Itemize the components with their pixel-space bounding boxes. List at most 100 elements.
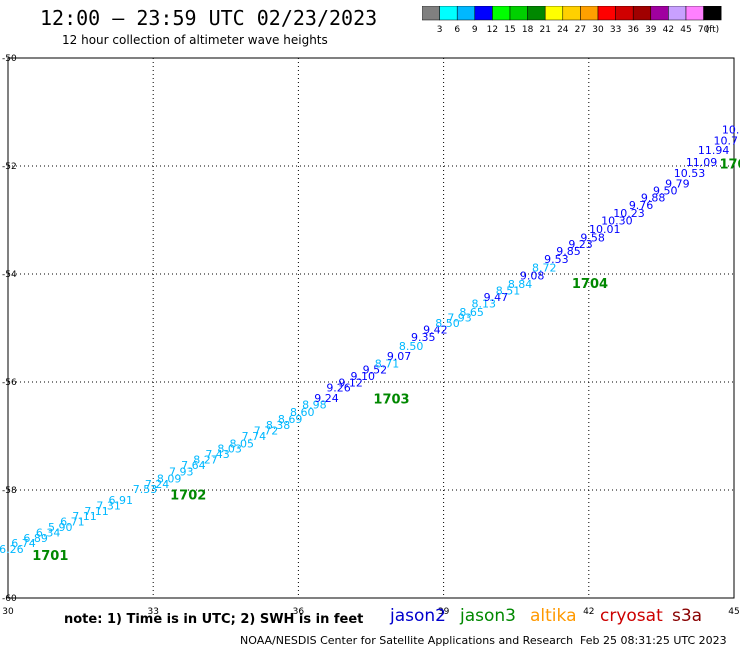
colorbar-label: 42 — [663, 25, 674, 35]
wave-height-label: 9.50 — [653, 185, 678, 198]
map-title: 12:00 – 23:59 UTC 02/23/2023 — [40, 6, 378, 30]
plot-frame — [7, 57, 735, 599]
wave-height-label: 9.35 — [411, 331, 436, 344]
wave-height-label: 8.27 — [193, 454, 218, 467]
wave-height-label: 9.58 — [580, 232, 605, 245]
pass-time-label: 1701 — [32, 549, 68, 564]
x-tick-label: 42 — [583, 607, 594, 617]
wave-height-label: 6.91 — [109, 494, 134, 507]
x-tick-label: 33 — [147, 607, 158, 617]
wave-height-label: 7.93 — [447, 312, 472, 325]
x-tick-label: 30 — [2, 607, 14, 617]
wave-height-label: 8.50 — [399, 340, 424, 353]
wave-height-label: 6.34 — [36, 526, 61, 539]
wave-height-label: 9.12 — [338, 376, 363, 389]
y-tick-label: -52 — [2, 162, 17, 172]
wave-height-label: 9.76 — [629, 199, 654, 212]
mission-legend-s3a: s3a — [672, 606, 703, 626]
x-tick-label: 36 — [293, 607, 305, 617]
wave-height-label: 8.69 — [278, 413, 303, 426]
wave-height-label: 9.24 — [314, 392, 339, 405]
wave-height-label: 7.72 — [254, 424, 279, 437]
wave-height-label: 7.24 — [145, 478, 170, 491]
colorbar-label: 18 — [522, 25, 534, 35]
wave-height-label: 7.74 — [242, 430, 267, 443]
pass-time-label: 1703 — [373, 393, 409, 408]
colorbar-unit: (ft) — [706, 25, 720, 35]
colorbar-label: 3 — [437, 25, 443, 35]
wave-height-label: 9.52 — [363, 363, 388, 376]
footnote: note: 1) Time is in UTC; 2) SWH is in fe… — [64, 612, 364, 627]
colorbar-label: 36 — [627, 25, 639, 35]
wave-height-label: 10.01 — [589, 223, 621, 236]
y-tick-label: -50 — [2, 54, 17, 64]
wave-height-label: 9.88 — [641, 192, 666, 205]
wave-height-label: 9.53 — [544, 253, 569, 266]
wave-height-label: 11.94 — [698, 144, 730, 157]
wave-height-label: 9.23 — [568, 238, 593, 251]
wave-height-label: 5.90 — [48, 521, 73, 534]
wave-height-label: 9.07 — [387, 350, 412, 363]
colorbar-label: 27 — [575, 25, 586, 35]
wave-height-label: 8.98 — [302, 398, 327, 411]
mission-legend-jason2: jason2 — [390, 606, 446, 626]
colorbar-label: 30 — [592, 25, 604, 35]
wave-height-label: 10.30 — [601, 214, 633, 227]
colorbar-label: 70 — [698, 25, 710, 35]
wave-height-label: 11.09 — [686, 156, 718, 169]
wave-height-label: 8.60 — [290, 406, 315, 419]
wave-height-label: 8.84 — [508, 278, 533, 291]
wave-height-label: 8.50 — [435, 317, 460, 330]
wave-height-label: 7.64 — [181, 459, 206, 472]
colorbar-label: 33 — [610, 25, 621, 35]
wave-height-label: 6.71 — [60, 516, 85, 529]
y-tick-label: -60 — [2, 594, 17, 604]
colorbar-label: 45 — [680, 25, 691, 35]
wave-height-label: 8.03 — [217, 443, 242, 456]
wave-height-label: 9.47 — [484, 291, 509, 304]
wave-height-label: 10. — [722, 124, 740, 137]
colorbar-label: 15 — [504, 25, 515, 35]
pass-time-label: 1702 — [170, 489, 206, 504]
wave-height-label: 8.65 — [459, 306, 484, 319]
map-subtitle: 12 hour collection of altimeter wave hei… — [62, 33, 328, 47]
wave-height-label: 8.72 — [532, 261, 557, 274]
wave-height-label: 8.71 — [375, 357, 400, 370]
colorbar-label: 12 — [487, 25, 498, 35]
colorbar-label: 6 — [454, 25, 460, 35]
colorbar-label: 9 — [472, 25, 478, 35]
wave-height-label: 7.43 — [205, 448, 230, 461]
wave-height-label: 7.53 — [133, 483, 158, 496]
wave-height-label: 8.38 — [266, 419, 291, 432]
wave-height-label: 9.10 — [351, 370, 376, 383]
mission-legend-jason3: jason3 — [460, 606, 516, 626]
wave-height-label: 8.09 — [157, 472, 182, 485]
wave-height-label: 8.51 — [496, 285, 521, 298]
wave-height-label: 7.11 — [72, 510, 97, 523]
wave-height-label: 7.31 — [96, 499, 121, 512]
wave-height-label: 9.08 — [520, 269, 545, 282]
wave-height-label: 7.11 — [84, 505, 109, 518]
y-tick-label: -58 — [2, 486, 17, 496]
wave-height-label: 10.23 — [613, 207, 645, 220]
colorbar-label: 24 — [557, 25, 569, 35]
color-scale-legend: 3 6 9 12 15 18 21 24 27 30 33 36 39 42 45 70(ft) — [422, 6, 722, 35]
credit-line: NOAA/NESDIS Center for Satellite Applica… — [240, 634, 574, 647]
pass-time-label: 1704 — [572, 277, 608, 292]
wave-height-label: 6.74 — [11, 537, 36, 550]
wave-height-label: 9.79 — [665, 178, 690, 191]
wave-height-label: 9.85 — [556, 245, 581, 258]
wave-height-label: 10.7 — [714, 134, 739, 147]
y-tick-label: -54 — [2, 270, 17, 280]
wave-height-label: 6.26 — [0, 543, 24, 556]
wave-height-label: 9.42 — [423, 323, 448, 336]
timestamp: Feb 25 08:31:25 UTC 2023 — [580, 634, 727, 647]
pass-time-label: 170 — [719, 158, 740, 173]
wave-height-label: 8.05 — [230, 437, 255, 450]
x-tick-label: 39 — [438, 607, 450, 617]
y-tick-label: -56 — [2, 378, 17, 388]
colorbar-swatch — [703, 6, 722, 21]
wave-height-label: 7.93 — [169, 465, 194, 478]
x-tick-label: 45 — [728, 607, 739, 617]
